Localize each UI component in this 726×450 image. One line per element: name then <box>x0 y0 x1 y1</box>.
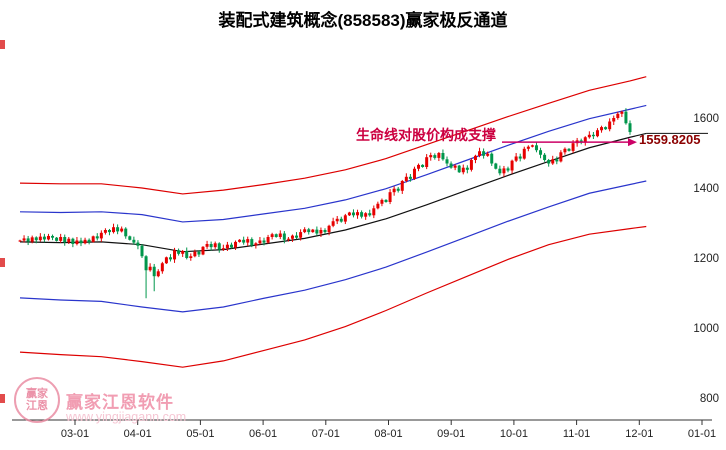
svg-text:04-01: 04-01 <box>124 428 152 440</box>
svg-text:08-01: 08-01 <box>374 428 402 440</box>
watermark-url: www.yingjiagann.com <box>66 410 187 424</box>
watermark-logo: 赢家江恩 <box>14 377 60 423</box>
last-price-label: 1559.8205 <box>639 132 701 147</box>
watermark-brand: 赢家江恩软件 <box>66 393 174 412</box>
svg-text:1200: 1200 <box>693 253 719 265</box>
svg-text:06-01: 06-01 <box>249 428 277 440</box>
svg-text:01-01: 01-01 <box>688 428 716 440</box>
support-annotation-text: 生命线对股价构成支撑 <box>356 127 496 143</box>
svg-text:11-01: 11-01 <box>563 428 590 440</box>
left-edge-marker <box>0 258 5 267</box>
svg-text:800: 800 <box>700 393 719 405</box>
svg-text:1600: 1600 <box>693 113 719 125</box>
left-edge-marker <box>0 40 5 49</box>
watermark-logo-text: 赢家江恩 <box>26 388 48 412</box>
svg-text:05-01: 05-01 <box>186 428 214 440</box>
left-edge-marker <box>0 394 5 403</box>
svg-text:1000: 1000 <box>693 323 719 335</box>
svg-text:12-01: 12-01 <box>625 428 653 440</box>
svg-text:10-01: 10-01 <box>500 428 528 440</box>
svg-text:09-01: 09-01 <box>437 428 465 440</box>
svg-text:07-01: 07-01 <box>312 428 340 440</box>
svg-text:1400: 1400 <box>693 183 719 195</box>
svg-text:03-01: 03-01 <box>61 428 89 440</box>
chart-title: 装配式建筑概念(858583)赢家极反通道 <box>218 11 508 30</box>
